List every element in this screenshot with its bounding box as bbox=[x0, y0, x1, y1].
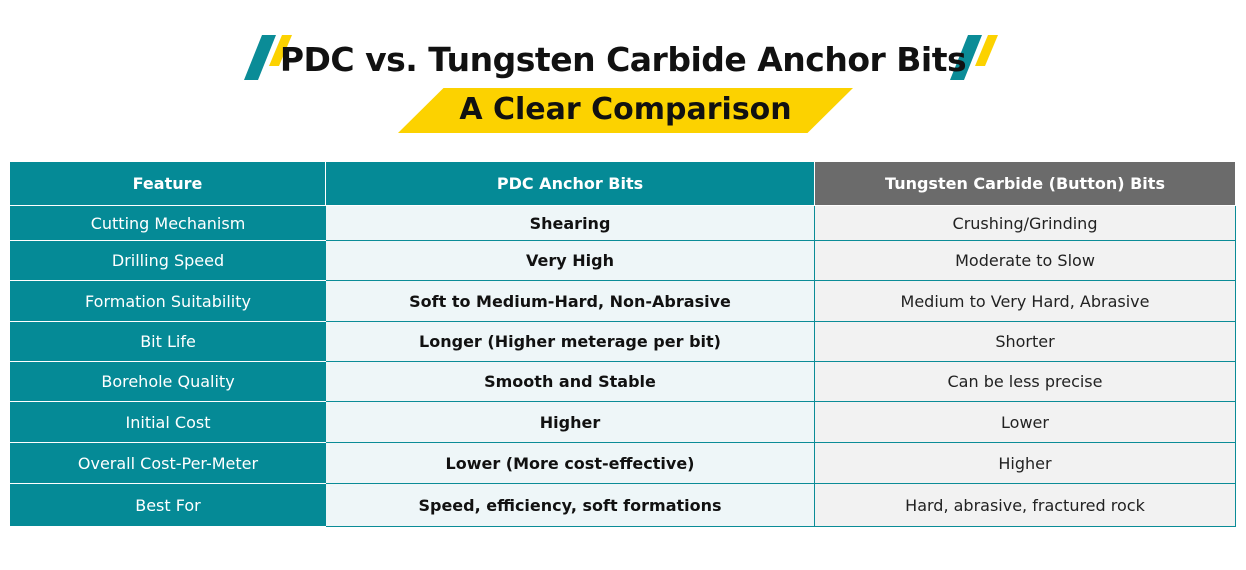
subtitle-band bbox=[398, 88, 853, 133]
table-cell: Moderate to Slow bbox=[815, 241, 1236, 281]
table-cell: Soft to Medium-Hard, Non-Abrasive bbox=[326, 281, 815, 322]
table-cell: Hard, abrasive, fractured rock bbox=[815, 484, 1236, 527]
table-cell: Lower (More cost-effective) bbox=[326, 443, 815, 484]
table-cell: Initial Cost bbox=[10, 402, 326, 443]
table-cell: Best For bbox=[10, 484, 326, 527]
table-cell: Smooth and Stable bbox=[326, 362, 815, 402]
table-cell: Bit Life bbox=[10, 322, 326, 362]
table-cell: Cutting Mechanism bbox=[10, 206, 326, 241]
table-cell: Formation Suitability bbox=[10, 281, 326, 322]
table-cell: Higher bbox=[326, 402, 815, 443]
table-cell: Longer (Higher meterage per bit) bbox=[326, 322, 815, 362]
table-cell: Shorter bbox=[815, 322, 1236, 362]
comparison-table: Feature PDC Anchor Bits Tungsten Carbide (… bbox=[10, 162, 1236, 527]
table-cell: Speed, efficiency, soft formations bbox=[326, 484, 815, 527]
table-cell: Very High bbox=[326, 241, 815, 281]
table-cell: Lower bbox=[815, 402, 1236, 443]
column-header: PDC Anchor Bits bbox=[326, 162, 815, 206]
title: PDC vs. Tungsten Carbide Anchor Bits bbox=[279, 40, 967, 79]
subtitle: A Clear Comparison bbox=[459, 92, 792, 127]
table-cell: Medium to Very Hard, Abrasive bbox=[815, 281, 1236, 322]
title-decoration bbox=[244, 35, 998, 80]
table-cell: Shearing bbox=[326, 206, 815, 241]
table-cell: Can be less precise bbox=[815, 362, 1236, 402]
column-header: Feature bbox=[10, 162, 326, 206]
table-cell: Crushing/Grinding bbox=[815, 206, 1236, 241]
table-cell: Drilling Speed bbox=[10, 241, 326, 281]
table-cell: Borehole Quality bbox=[10, 362, 326, 402]
column-header: Tungsten Carbide (Button) Bits bbox=[815, 162, 1236, 206]
table-cell: Overall Cost-Per-Meter bbox=[10, 443, 326, 484]
table-cell: Higher bbox=[815, 443, 1236, 484]
